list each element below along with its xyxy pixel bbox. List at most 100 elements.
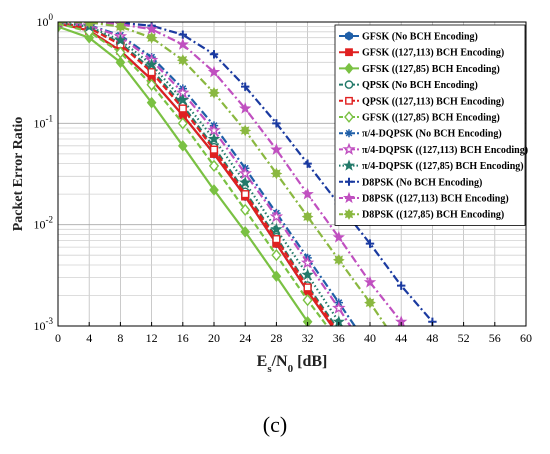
y-tick-label: 10-3	[34, 316, 54, 333]
series-line	[58, 22, 334, 326]
data-point	[303, 283, 312, 292]
legend-item: QPSK (No BCH Encoding)	[339, 80, 478, 91]
data-point	[272, 235, 281, 244]
data-point	[146, 78, 157, 91]
x-tick-label: 32	[302, 331, 314, 345]
legend-label: GFSK ((127,85) BCH Encoding)	[362, 64, 500, 75]
data-point	[238, 166, 252, 180]
data-point	[270, 222, 283, 235]
series-line	[58, 22, 403, 323]
y-axis-label: Packet Error Ratio	[11, 117, 26, 232]
legend-item: GFSK ((127,85) BCH Encoding)	[339, 62, 500, 75]
data-point	[344, 62, 354, 74]
x-tick-label: 8	[117, 331, 123, 345]
series-line	[58, 22, 388, 326]
legend-item: GFSK (No BCH Encoding)	[339, 31, 478, 43]
legend-item: π/4-DQPSK ((127,85) BCH Encoding)	[339, 159, 524, 172]
data-point	[269, 209, 284, 223]
data-point	[178, 104, 187, 113]
data-point	[342, 159, 356, 171]
data-point	[363, 275, 377, 288]
y-axis-ticks: 100 10-1 10-2 10-3	[34, 12, 54, 333]
data-point	[345, 129, 353, 138]
legend-label: GFSK (No BCH Encoding)	[362, 32, 478, 43]
data-point	[114, 33, 127, 46]
legend-item: GFSK ((127,85) BCH Encoding)	[339, 111, 500, 124]
data-point	[344, 111, 354, 123]
x-tick-label: 40	[364, 331, 376, 345]
series-line	[58, 22, 336, 326]
data-point	[342, 142, 356, 155]
data-point	[345, 96, 353, 105]
data-point	[365, 239, 375, 248]
data-point	[343, 208, 355, 220]
data-point	[332, 253, 345, 266]
data-point	[208, 159, 220, 173]
data-point	[240, 203, 251, 216]
x-tick-label: 60	[520, 331, 532, 345]
data-point	[177, 139, 188, 152]
legend-label: QPSK (No BCH Encoding)	[362, 80, 478, 91]
data-point	[270, 167, 283, 180]
data-point	[147, 68, 156, 77]
data-point	[345, 31, 353, 41]
legend-label: D8PSK ((127,85) BCH Encoding)	[362, 210, 504, 221]
data-point	[364, 296, 376, 309]
data-point	[397, 281, 406, 290]
legend-item: D8PSK ((127,85) BCH Encoding)	[339, 208, 504, 221]
data-point	[146, 96, 157, 109]
data-point	[115, 46, 126, 59]
data-point	[209, 50, 219, 59]
data-point	[301, 210, 314, 223]
x-tick-label: 44	[395, 331, 407, 345]
x-tick-label: 52	[458, 331, 470, 345]
data-point	[302, 315, 313, 326]
data-point	[209, 145, 219, 154]
x-tick-label: 16	[177, 331, 189, 345]
data-point	[332, 230, 345, 243]
data-point	[272, 119, 281, 128]
data-point	[270, 143, 283, 155]
data-point	[176, 37, 189, 50]
data-point	[207, 132, 221, 145]
legend-item: D8PSK (No BCH Encoding)	[339, 177, 482, 188]
data-point	[332, 300, 346, 314]
legend-label: D8PSK ((127,113) BCH Encoding)	[362, 194, 509, 205]
legend-label: π/4-DQPSK ((127,113) BCH Encoding)	[362, 145, 528, 156]
data-point	[300, 255, 315, 269]
x-tick-label: 28	[270, 331, 282, 345]
data-point	[176, 93, 189, 106]
series-lines	[58, 22, 437, 326]
legend-item: GFSK ((127,113) BCH Encoding)	[339, 48, 504, 59]
x-tick-label: 24	[239, 331, 251, 345]
data-point	[271, 270, 282, 283]
data-point	[58, 22, 64, 28]
data-point	[239, 176, 252, 188]
data-point	[342, 191, 356, 204]
x-tick-label: 48	[426, 331, 438, 345]
data-point	[345, 48, 353, 57]
data-point	[303, 159, 312, 168]
legend: GFSK (No BCH Encoding) GFSK ((127,113) BC…	[334, 24, 528, 226]
x-axis-ticks: 0 4 8 12 16 20 24 28 32 36 40 44 48 52 56 60	[55, 322, 532, 345]
data-point	[177, 117, 188, 130]
x-tick-label: 56	[489, 331, 501, 345]
legend-label: QPSK ((127,113) BCH Encoding)	[362, 96, 504, 107]
plot-frame	[57, 21, 527, 327]
x-tick-label: 36	[333, 331, 345, 345]
data-point	[241, 82, 250, 91]
legend-box	[334, 24, 526, 226]
figure-caption: (c)	[262, 412, 288, 437]
data-point	[145, 57, 158, 70]
series-12	[58, 22, 388, 326]
y-tick-label: 10-1	[34, 113, 54, 130]
data-point	[344, 80, 354, 89]
y-tick-label: 100	[37, 12, 54, 29]
legend-item: QPSK ((127,113) BCH Encoding)	[339, 96, 504, 107]
x-tick-label: 20	[208, 331, 220, 345]
data-point	[115, 56, 126, 69]
data-point	[271, 249, 282, 262]
data-point	[145, 31, 158, 44]
data-point	[301, 187, 314, 200]
